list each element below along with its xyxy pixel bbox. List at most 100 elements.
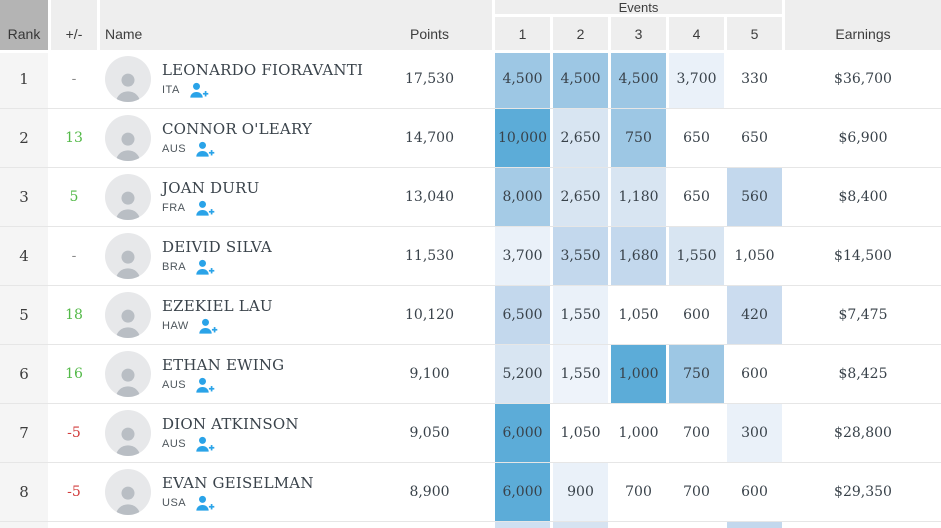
athlete-cell: LEONARDO FIORAVANTI ITA bbox=[100, 50, 367, 108]
athlete-country: ITA bbox=[162, 83, 180, 96]
person-silhouette-icon bbox=[116, 132, 140, 161]
person-silhouette-icon bbox=[116, 309, 140, 338]
points-value: 8,900 bbox=[409, 484, 450, 500]
follow-user-icon bbox=[190, 82, 209, 98]
rank-value: 3 bbox=[0, 168, 48, 226]
earnings-column-header: Earnings bbox=[785, 0, 941, 50]
rank-change-value: -5 bbox=[67, 425, 81, 441]
athlete-row[interactable]: 7 -5 DION ATKINSON AUS bbox=[0, 404, 941, 463]
event-5-score: 300 bbox=[727, 404, 782, 462]
follow-button[interactable] bbox=[189, 82, 209, 98]
event-3-score: 1,180 bbox=[611, 168, 666, 226]
follow-button[interactable] bbox=[195, 436, 215, 452]
follow-user-icon bbox=[196, 495, 215, 511]
event-1-column-header: 1 bbox=[495, 17, 550, 50]
event-3-score: 4,500 bbox=[611, 50, 666, 108]
event-1-score: 3,700 bbox=[495, 227, 550, 285]
rank-value: 8 bbox=[0, 463, 48, 521]
follow-button[interactable] bbox=[195, 141, 215, 157]
rank-change-value: - bbox=[51, 50, 97, 108]
athlete-row[interactable]: 3 5 JOAN DURU FRA bbox=[0, 168, 941, 227]
athlete-name[interactable]: EZEKIEL LAU bbox=[162, 296, 273, 315]
athlete-cell: ETHAN EWING AUS bbox=[100, 345, 367, 403]
event-4-score: 600 bbox=[683, 307, 710, 323]
follow-button[interactable] bbox=[195, 495, 215, 511]
athlete-name[interactable]: EVAN GEISELMAN bbox=[162, 473, 314, 492]
follow-button[interactable] bbox=[195, 377, 215, 393]
earnings-value: $14,500 bbox=[834, 248, 892, 264]
follow-user-icon bbox=[196, 259, 215, 275]
rank-change-value: 5 bbox=[69, 189, 79, 205]
earnings-value: $8,425 bbox=[838, 366, 888, 382]
athlete-avatar bbox=[105, 469, 151, 515]
follow-button[interactable] bbox=[195, 259, 215, 275]
rank-change-value: -5 bbox=[67, 484, 81, 500]
event-3-column-header: 3 bbox=[611, 17, 666, 50]
follow-user-icon bbox=[195, 200, 214, 216]
athlete-avatar bbox=[105, 410, 151, 456]
earnings-value: $8,400 bbox=[838, 189, 888, 205]
events-group-label: Events bbox=[495, 0, 782, 15]
event-1-score: 6,000 bbox=[495, 404, 550, 462]
athlete-country: AUS bbox=[162, 378, 187, 391]
athlete-avatar bbox=[105, 233, 151, 279]
event-2-score bbox=[553, 522, 608, 528]
earnings-value: $36,700 bbox=[785, 50, 941, 108]
athlete-cell: DEIVID SILVA BRA bbox=[100, 227, 367, 285]
points-value: 9,050 bbox=[409, 425, 450, 441]
points-value: 10,120 bbox=[405, 307, 454, 323]
event-3-score: 1,680 bbox=[611, 227, 666, 285]
earnings-value: $29,350 bbox=[834, 484, 892, 500]
athlete-cell: EZEKIEL LAU HAW bbox=[100, 286, 367, 344]
points-value: 13,040 bbox=[405, 189, 454, 205]
athlete-name[interactable]: JOAN DURU bbox=[162, 178, 260, 197]
rank-value: 1 bbox=[0, 50, 48, 108]
athlete-avatar bbox=[105, 292, 151, 338]
name-column-header: Name bbox=[100, 0, 367, 50]
event-2-score: 2,650 bbox=[553, 168, 608, 226]
athlete-name[interactable]: DEIVID SILVA bbox=[162, 237, 272, 256]
event-2-column-header: 2 bbox=[553, 17, 608, 50]
event-2-score: 4,500 bbox=[553, 50, 608, 108]
points-value: 17,530 bbox=[367, 50, 492, 108]
athlete-name[interactable]: CONNOR O'LEARY bbox=[162, 119, 313, 138]
event-2-score: 1,550 bbox=[553, 286, 608, 344]
follow-button[interactable] bbox=[195, 200, 215, 216]
event-4-score: 3,700 bbox=[669, 50, 724, 108]
event-4-score: 650 bbox=[683, 189, 710, 205]
athlete-country: AUS bbox=[162, 142, 187, 155]
athlete-name[interactable]: ETHAN EWING bbox=[162, 355, 285, 374]
follow-button[interactable] bbox=[198, 318, 218, 334]
event-1-score: 6,000 bbox=[495, 463, 550, 521]
rank-value: 6 bbox=[0, 345, 48, 403]
athlete-cell: DION ATKINSON AUS bbox=[100, 404, 367, 462]
event-1-score: 8,000 bbox=[495, 168, 550, 226]
rank-value: 4 bbox=[0, 227, 48, 285]
event-2-score: 2,650 bbox=[553, 109, 608, 167]
person-silhouette-icon bbox=[116, 368, 140, 397]
athlete-row[interactable]: 2 13 CONNOR O'LEARY AUS bbox=[0, 109, 941, 168]
athlete-row[interactable]: 6 16 ETHAN EWING AUS bbox=[0, 345, 941, 404]
athlete-row[interactable]: 1 - LEONARDO FIORAVANTI ITA bbox=[0, 50, 941, 109]
table-header: Rank +/- Name Points Events 1 2 3 4 5 Ea… bbox=[0, 0, 941, 50]
points-value: 11,530 bbox=[405, 248, 454, 264]
athlete-row[interactable]: 5 18 EZEKIEL LAU HAW bbox=[0, 286, 941, 345]
event-4-score: 1,550 bbox=[669, 227, 724, 285]
event-5-score bbox=[727, 522, 782, 528]
athlete-row[interactable]: 8 -5 EVAN GEISELMAN USA bbox=[0, 463, 941, 522]
event-2-score: 900 bbox=[553, 463, 608, 521]
athlete-country: AUS bbox=[162, 437, 187, 450]
athlete-row-partial[interactable] bbox=[0, 522, 941, 528]
athlete-name[interactable]: DION ATKINSON bbox=[162, 414, 299, 433]
event-4-column-header: 4 bbox=[669, 17, 724, 50]
person-silhouette-icon bbox=[116, 486, 140, 515]
rank-change-value: - bbox=[71, 248, 77, 264]
athlete-name[interactable]: LEONARDO FIORAVANTI bbox=[162, 60, 364, 79]
event-4-score bbox=[669, 522, 724, 528]
event-5-score: 420 bbox=[727, 286, 782, 344]
athlete-cell: EVAN GEISELMAN USA bbox=[100, 463, 367, 521]
athlete-row[interactable]: 4 - DEIVID SILVA BRA bbox=[0, 227, 941, 286]
athlete-avatar bbox=[105, 56, 151, 102]
event-3-score: 1,050 bbox=[618, 307, 659, 323]
